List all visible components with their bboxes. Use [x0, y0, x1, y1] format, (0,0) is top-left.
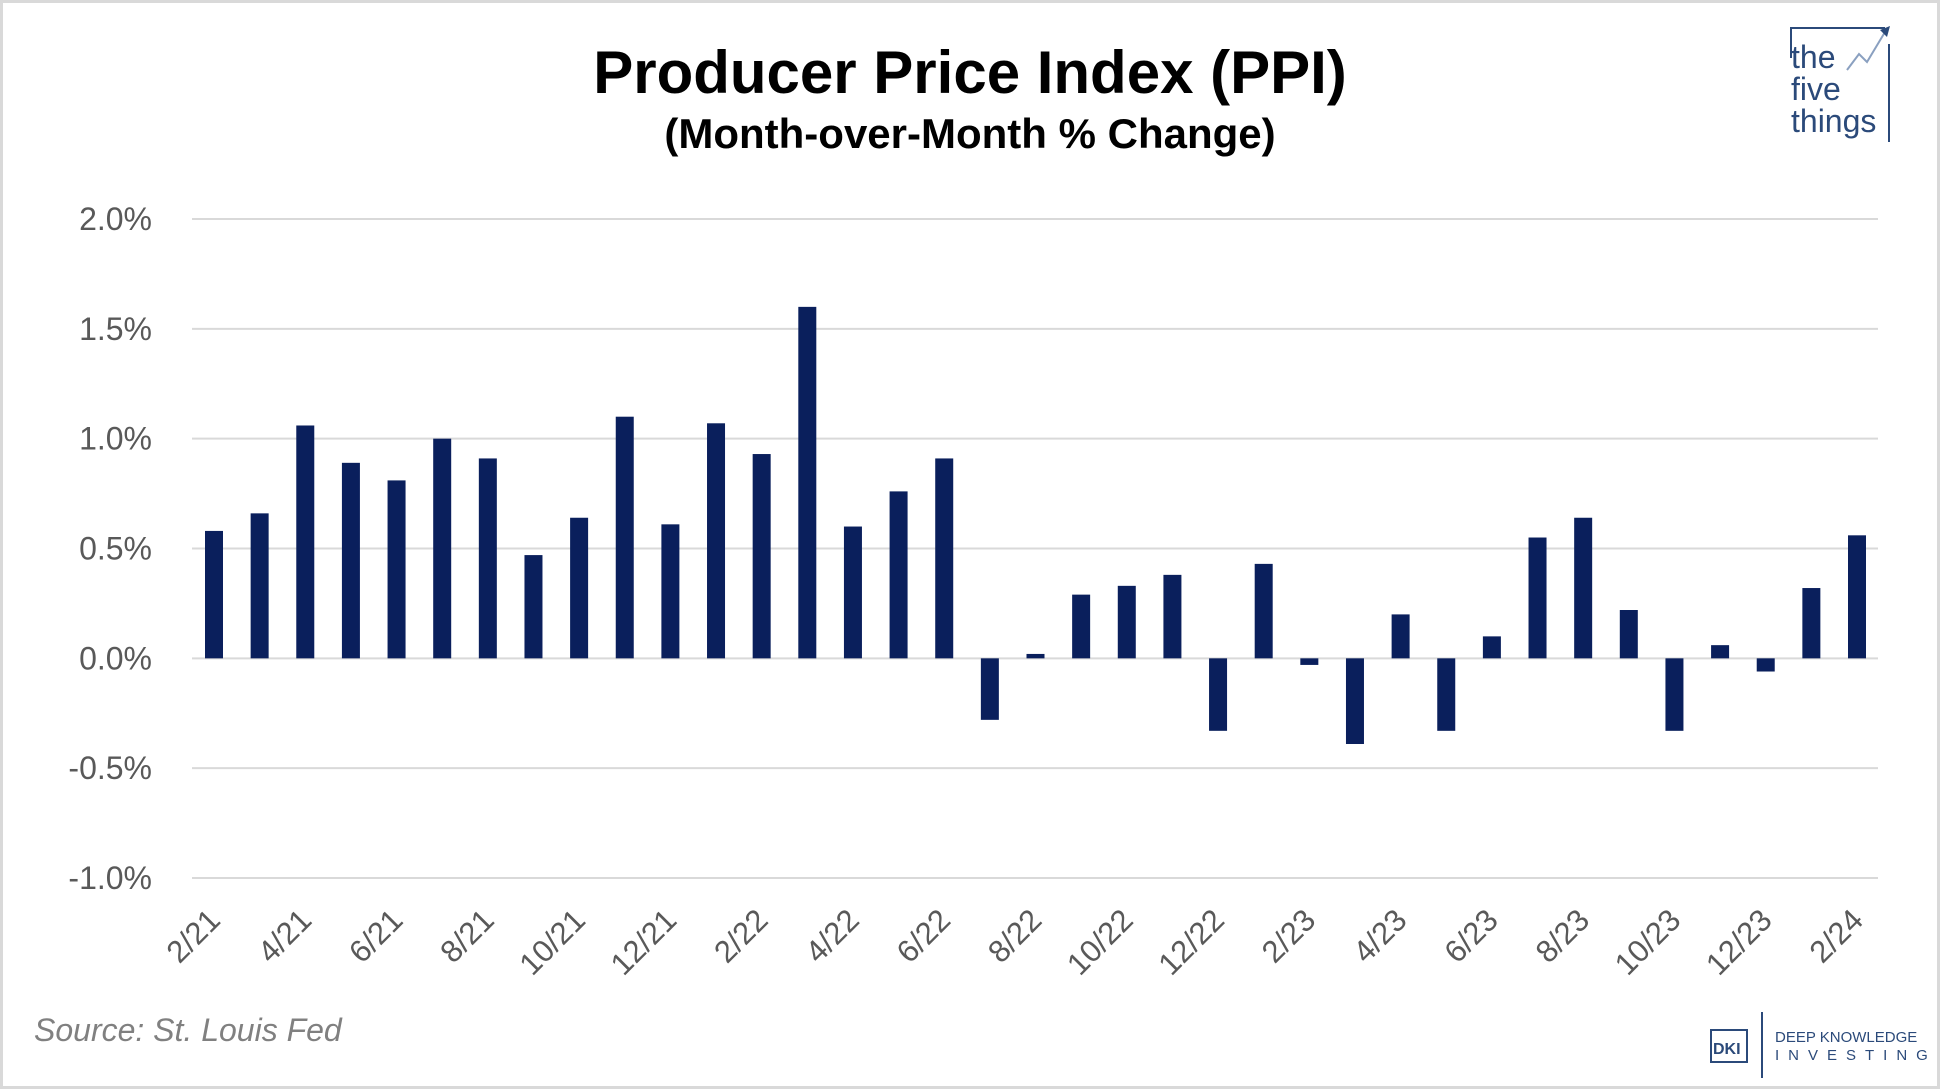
bar-6/21: [387, 480, 406, 659]
x-tick-label: 10/22: [1060, 902, 1140, 982]
x-tick-label: 12/23: [1699, 902, 1779, 982]
dki-logo: DKI DEEP KNOWLEDGE INVESTING: [1710, 1012, 1935, 1078]
x-tick-label: 4/22: [798, 902, 865, 969]
bar-3/23: [1345, 658, 1364, 745]
bar-10/21: [570, 517, 589, 659]
bar-2/22: [752, 454, 771, 659]
x-tick-label: 8/21: [433, 902, 500, 969]
y-tick-label: 0.5%: [79, 531, 152, 567]
source-note: Source: St. Louis Fed: [34, 1012, 342, 1048]
bar-7/23: [1528, 537, 1547, 659]
x-tick-label: 6/23: [1437, 902, 1504, 969]
x-tick-label: 12/21: [604, 902, 684, 982]
y-tick-label: 0.0%: [79, 640, 152, 676]
bar-6/22: [935, 458, 954, 659]
bar-3/22: [798, 306, 817, 659]
y-tick-label: -0.5%: [68, 750, 152, 786]
bar-1/23: [1254, 563, 1273, 659]
the-five-things-logo: the five things: [1790, 26, 1890, 142]
bar-12/23: [1756, 658, 1775, 672]
svg-text:DKI: DKI: [1713, 1041, 1741, 1058]
svg-text:INVESTING: INVESTING: [1775, 1047, 1935, 1064]
bar-9/22: [1072, 594, 1091, 659]
bar-3/21: [250, 513, 269, 659]
x-tick-label: 2/22: [707, 902, 774, 969]
x-tick-label: 10/21: [512, 902, 592, 982]
x-tick-label: 6/21: [342, 902, 409, 969]
y-tick-label: 1.0%: [79, 421, 152, 457]
bar-11/23: [1711, 645, 1730, 659]
bar-7/22: [980, 658, 999, 720]
x-tick-label: 10/23: [1608, 902, 1688, 982]
svg-text:DEEP KNOWLEDGE: DEEP KNOWLEDGE: [1775, 1029, 1917, 1046]
bar-8/22: [1026, 653, 1045, 659]
x-tick-label: 2/24: [1803, 902, 1870, 969]
bar-2/21: [205, 530, 223, 659]
bar-4/21: [296, 425, 315, 659]
chart-title: Producer Price Index (PPI): [593, 39, 1347, 106]
x-tick-label: 6/22: [890, 902, 957, 969]
bar-12/21: [661, 524, 680, 659]
bar-7/21: [433, 438, 452, 659]
bar-8/23: [1574, 517, 1593, 659]
x-tick-label: 12/22: [1151, 902, 1231, 982]
y-tick-label: 2.0%: [79, 201, 152, 237]
bar-9/23: [1619, 610, 1638, 659]
x-tick-label: 4/21: [251, 902, 318, 969]
x-tick-label: 2/21: [160, 902, 227, 969]
bar-8/21: [478, 458, 497, 659]
bar-2/24: [1848, 535, 1866, 659]
y-tick-label: -1.0%: [68, 860, 152, 896]
bar-10/22: [1117, 585, 1136, 659]
x-tick-label: 8/23: [1529, 902, 1596, 969]
bar-5/22: [889, 491, 908, 659]
bar-12/22: [1209, 658, 1228, 731]
bar-5/23: [1437, 658, 1456, 731]
bar-11/21: [615, 416, 634, 659]
y-tick-label: 1.5%: [79, 311, 152, 347]
x-tick-label: 8/22: [981, 902, 1048, 969]
bar-10/23: [1665, 658, 1684, 731]
svg-text:the: the: [1791, 39, 1835, 75]
bar-1/22: [707, 423, 726, 659]
x-tick-label: 4/23: [1346, 902, 1413, 969]
chart-subtitle: (Month-over-Month % Change): [664, 110, 1276, 157]
x-tick-label: 2/23: [1255, 902, 1322, 969]
bar-2/23: [1300, 658, 1319, 665]
bar-1/24: [1802, 588, 1821, 659]
bar-5/21: [341, 462, 360, 659]
bar-4/23: [1391, 614, 1410, 659]
bar-11/22: [1163, 574, 1182, 659]
svg-text:five: five: [1791, 71, 1841, 107]
bar-6/23: [1482, 636, 1501, 659]
bar-9/21: [524, 555, 543, 659]
svg-text:things: things: [1791, 103, 1876, 139]
bar-4/22: [843, 526, 862, 659]
